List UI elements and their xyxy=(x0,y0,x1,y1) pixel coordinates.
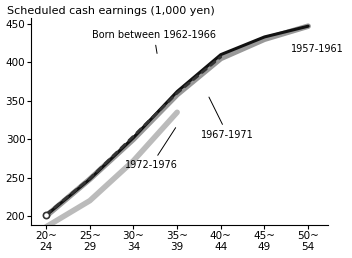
Text: 1972-1976: 1972-1976 xyxy=(125,128,178,170)
Text: 1967-1971: 1967-1971 xyxy=(201,97,254,140)
Text: Scheduled cash earnings (1,000 yen): Scheduled cash earnings (1,000 yen) xyxy=(7,6,215,15)
Text: 1957-1961: 1957-1961 xyxy=(291,44,344,54)
Text: Born between 1962-1966: Born between 1962-1966 xyxy=(92,30,216,53)
